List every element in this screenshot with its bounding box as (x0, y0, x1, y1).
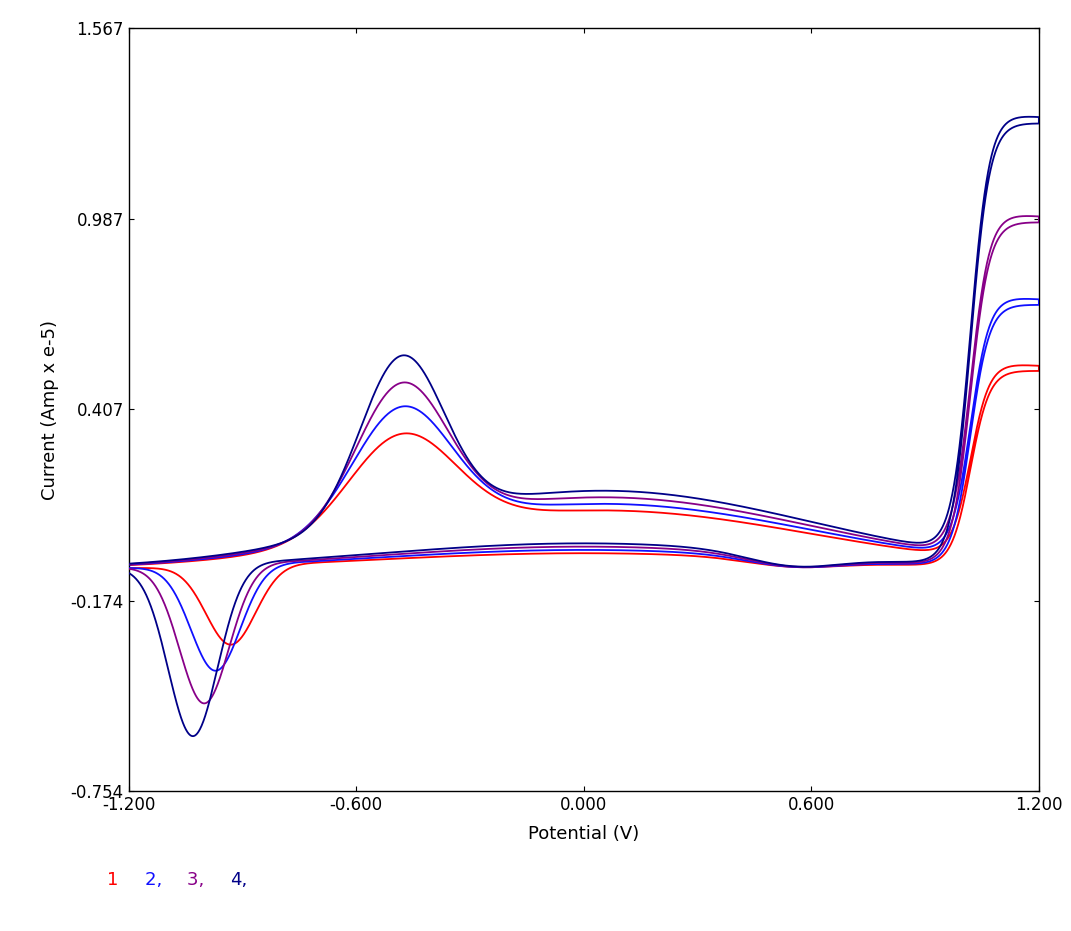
Text: 1: 1 (107, 870, 124, 889)
X-axis label: Potential (V): Potential (V) (528, 825, 639, 843)
Text: 4,: 4, (230, 870, 247, 889)
Text: 3,: 3, (187, 870, 210, 889)
Y-axis label: Current (Amp x e-5): Current (Amp x e-5) (42, 319, 59, 500)
Text: 2,: 2, (145, 870, 167, 889)
